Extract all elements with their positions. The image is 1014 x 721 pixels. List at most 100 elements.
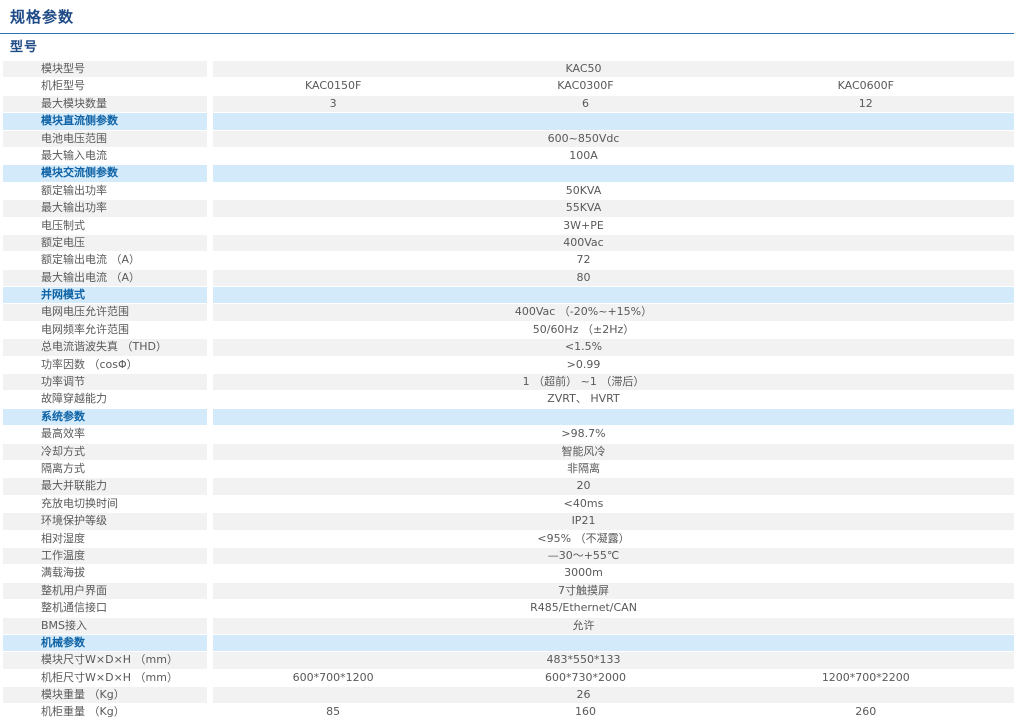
row-value-span: ZVRT、 HVRT — [547, 392, 620, 406]
row-label: 冷却方式 — [3, 443, 207, 460]
row-value-span: KAC50 — [565, 62, 602, 75]
row-label: 电网频率允许范围 — [3, 321, 207, 339]
table-row: 电网频率允许范围 50/60Hz （±2Hz） — [3, 321, 1014, 339]
row-value-span: 80 — [576, 270, 591, 284]
column-gap — [207, 130, 213, 147]
column-gap — [207, 61, 213, 78]
table-row: 功率调节 1 （超前） ~1 （滞后） — [3, 374, 1014, 391]
row-value-col3: 260 — [855, 705, 877, 719]
row-value-span: >98.7% — [561, 427, 606, 441]
column-gap — [207, 304, 213, 321]
table-row: 额定电压 400Vac — [3, 234, 1014, 252]
row-label: 环境保护等级 — [3, 513, 207, 530]
row-label: 最高效率 — [3, 426, 207, 443]
section-title: 系统参数 — [3, 408, 207, 426]
column-gap — [207, 287, 213, 304]
table-row: BMS接入 允许 — [3, 617, 1014, 634]
column-gap — [207, 600, 213, 617]
table-row: 环境保护等级 IP21 — [3, 513, 1014, 530]
row-values — [213, 634, 1014, 652]
column-gap — [207, 95, 213, 113]
column-gap — [207, 200, 213, 217]
row-values: 100A — [213, 147, 1014, 165]
row-values: 85 160 260 — [213, 704, 1014, 721]
column-gap — [207, 669, 213, 687]
row-value-col2: KAC0300F — [557, 79, 614, 93]
row-label: 功率调节 — [3, 374, 207, 391]
table-row: 最大输出功率 55KVA — [3, 200, 1014, 217]
section-subtitle: 型号 — [10, 40, 39, 55]
row-values: 智能风冷 — [213, 443, 1014, 460]
spec-table: 模块型号 KAC50 机柜型号 KAC0150F KAC0300F KAC0600F 最大模… — [3, 61, 1014, 721]
row-value-span: 400Vac — [563, 235, 604, 249]
row-value-span: 3000m — [564, 566, 603, 580]
column-gap — [207, 652, 213, 669]
table-row: 功率因数 （cosΦ） >0.99 — [3, 356, 1014, 374]
row-label: 工作温度 — [3, 547, 207, 565]
table-row: 额定输出电流 （A） 72 — [3, 252, 1014, 269]
column-gap — [207, 391, 213, 408]
section-title: 并网模式 — [3, 287, 207, 304]
column-gap — [207, 269, 213, 287]
section-row: 机械参数 — [3, 634, 1014, 652]
row-values: 80 — [213, 269, 1014, 287]
table-row: 电网电压允许范围 400Vac （-20%~+15%） — [3, 304, 1014, 321]
row-value-span: <40ms — [563, 496, 604, 510]
row-values: 400Vac — [213, 234, 1014, 252]
row-values: 20 — [213, 478, 1014, 495]
row-values: 600*700*1200 600*730*2000 1200*700*2200 — [213, 669, 1014, 687]
section-title: 机械参数 — [3, 634, 207, 652]
row-label: 最大模块数量 — [3, 95, 207, 113]
section-title: 模块交流侧参数 — [3, 165, 207, 182]
row-value-col2: 600*730*2000 — [544, 670, 626, 684]
table-row: 隔离方式 非隔离 — [3, 460, 1014, 478]
page-title: 规格参数 — [10, 8, 75, 26]
row-values: 50/60Hz （±2Hz） — [213, 321, 1014, 339]
row-label: 机柜重量 （Kg） — [3, 704, 207, 721]
column-gap — [207, 113, 213, 130]
row-value-col1: KAC0150F — [304, 79, 362, 93]
row-value-col1: 600*700*1200 — [292, 670, 374, 684]
row-values: ZVRT、 HVRT — [213, 391, 1014, 408]
column-gap — [207, 565, 213, 582]
row-label: 额定输出电流 （A） — [3, 252, 207, 269]
row-value-span: 20 — [576, 479, 591, 493]
row-values: >0.99 — [213, 356, 1014, 374]
column-gap — [207, 495, 213, 513]
table-row: 充放电切换时间 <40ms — [3, 495, 1014, 513]
row-label: 整机用户界面 — [3, 582, 207, 600]
row-values — [213, 113, 1014, 130]
row-label: 最大并联能力 — [3, 478, 207, 495]
row-value-col1: 3 — [329, 96, 337, 110]
row-value-span: 100A — [569, 148, 598, 162]
section-title: 模块直流侧参数 — [3, 113, 207, 130]
row-values: 26 — [213, 687, 1014, 704]
row-label: 模块重量 （Kg） — [3, 687, 207, 704]
row-values: <95% （不凝露） — [213, 530, 1014, 547]
page-header: 规格参数 — [0, 0, 1014, 26]
row-value-span: 50/60Hz （±2Hz） — [532, 322, 635, 336]
row-label: 功率因数 （cosΦ） — [3, 356, 207, 374]
section-row: 模块交流侧参数 — [3, 165, 1014, 182]
column-gap — [207, 339, 213, 356]
column-gap — [207, 356, 213, 374]
row-label: 最大输入电流 — [3, 147, 207, 165]
column-gap — [207, 478, 213, 495]
row-label: 充放电切换时间 — [3, 495, 207, 513]
row-values: 非隔离 — [213, 460, 1014, 478]
row-label: 电池电压范围 — [3, 130, 207, 147]
row-values — [213, 408, 1014, 426]
row-label: 故障穿越能力 — [3, 391, 207, 408]
column-gap — [207, 530, 213, 547]
row-label: 机柜型号 — [3, 78, 207, 95]
section-row: 并网模式 — [3, 287, 1014, 304]
column-gap — [207, 460, 213, 478]
row-value-span: >0.99 — [566, 357, 601, 371]
row-label: 最大输出电流 （A） — [3, 269, 207, 287]
row-values: 483*550*133 — [213, 652, 1014, 669]
table-row: 额定输出功率 50KVA — [3, 182, 1014, 200]
row-label: 额定输出功率 — [3, 182, 207, 200]
row-label: 整机通信接口 — [3, 600, 207, 617]
row-value-span: 智能风冷 — [561, 444, 606, 458]
row-values: R485/Ethernet/CAN — [213, 600, 1014, 617]
